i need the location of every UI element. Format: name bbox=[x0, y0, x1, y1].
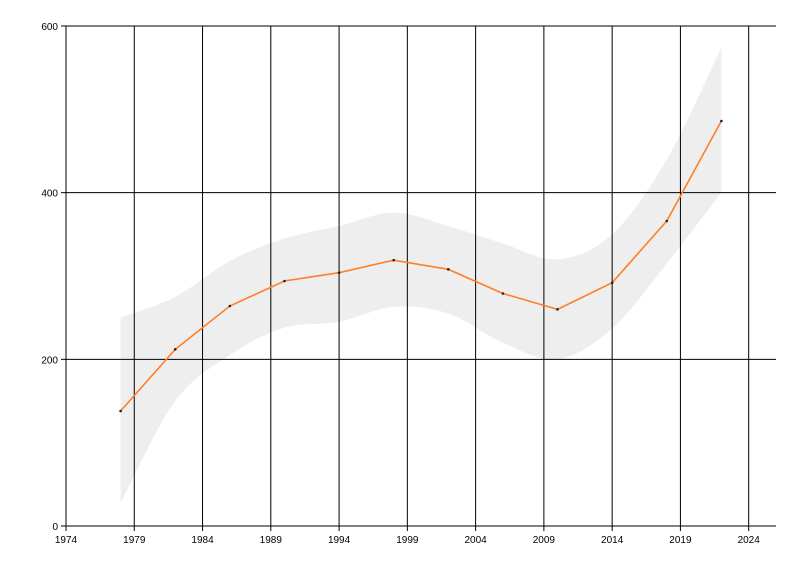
x-tick-label: 1989 bbox=[260, 535, 283, 546]
axis-layer: 1974 1979 1984 1989 1994 1999 2004 2009 2014 2019… bbox=[41, 22, 776, 546]
x-tick-label: 2009 bbox=[533, 535, 556, 546]
x-tick-label: 1999 bbox=[396, 535, 419, 546]
data-point bbox=[119, 409, 122, 413]
data-point bbox=[610, 281, 614, 284]
x-tick-label: 2004 bbox=[464, 535, 487, 546]
data-point bbox=[720, 119, 723, 123]
data-point bbox=[392, 258, 395, 262]
series-line bbox=[120, 120, 723, 412]
data-point bbox=[501, 292, 505, 295]
series-layer bbox=[119, 119, 723, 413]
x-tick-label: 1979 bbox=[123, 535, 146, 546]
y-tick-label: 0 bbox=[52, 522, 58, 533]
data-point bbox=[337, 271, 341, 274]
y-tick-label: 400 bbox=[41, 189, 58, 200]
data-point bbox=[173, 348, 177, 351]
x-tick-label: 2024 bbox=[738, 535, 761, 546]
x-tick-label: 2019 bbox=[669, 535, 692, 546]
x-tick-label: 1994 bbox=[328, 535, 351, 546]
data-point bbox=[556, 308, 559, 311]
data-point bbox=[447, 268, 450, 271]
x-tick-label: 1984 bbox=[191, 535, 214, 546]
y-tick-label: 600 bbox=[41, 22, 58, 33]
confidence-band-layer bbox=[120, 47, 722, 503]
data-point bbox=[283, 279, 286, 283]
confidence-band bbox=[120, 47, 722, 503]
x-tick-label: 1974 bbox=[55, 535, 78, 546]
data-point bbox=[665, 219, 669, 223]
y-tick-label: 200 bbox=[41, 355, 58, 366]
x-tick-label: 2014 bbox=[601, 535, 624, 546]
data-point bbox=[228, 304, 232, 308]
grid-layer bbox=[66, 25, 776, 526]
